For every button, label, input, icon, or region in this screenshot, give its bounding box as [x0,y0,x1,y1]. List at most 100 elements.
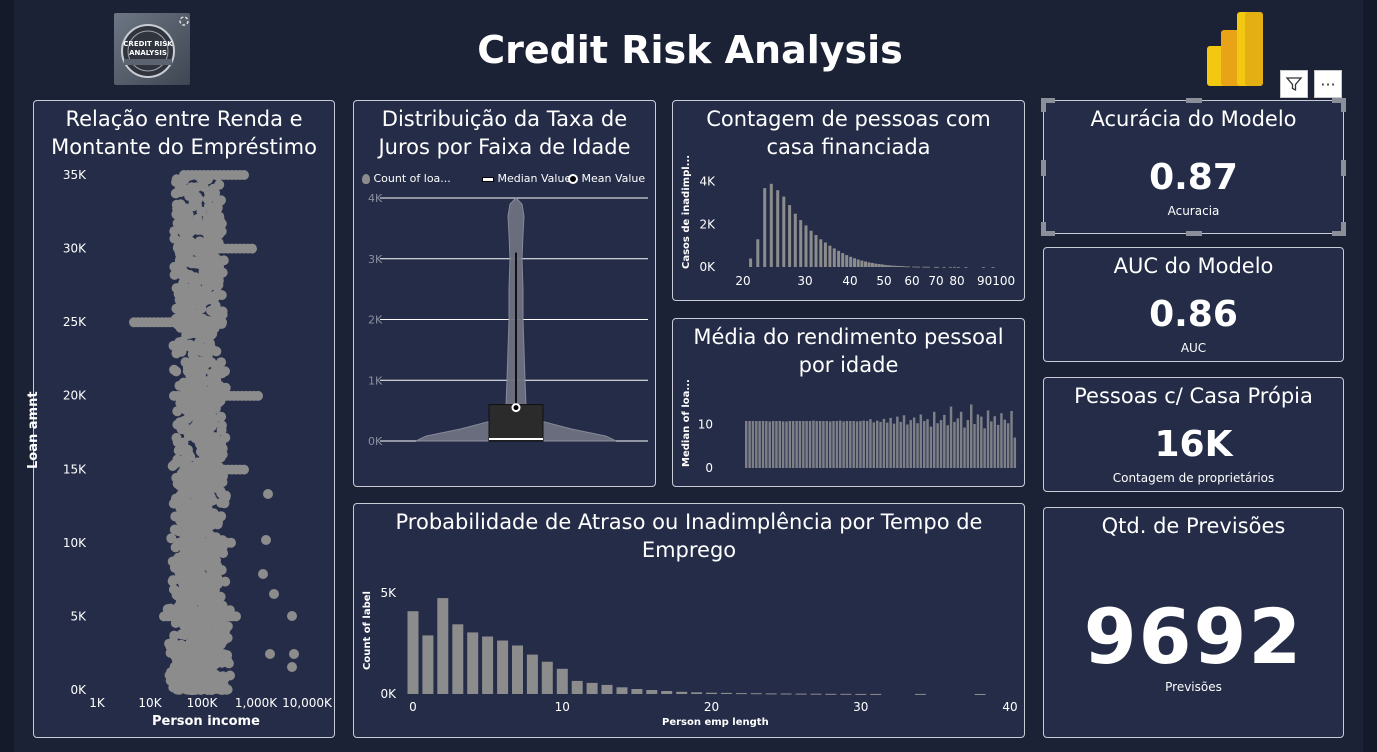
scatter-point [187,622,198,633]
selection-handle[interactable] [1041,160,1046,176]
housing-bar [776,190,780,267]
scatter-point [184,286,195,297]
kpi-card-homeowners[interactable]: Pessoas c/ Casa Própia 16K Contagem de p… [1043,377,1344,492]
scatter-point [220,576,231,587]
scatter-x-tick: 10K [138,696,162,710]
selection-handle[interactable] [1186,231,1202,236]
employment-bar [840,693,852,695]
kpi-label: Contagem de proprietários [1112,471,1275,485]
scatter-point [263,489,273,499]
scatter-point [186,182,197,193]
housing-bar [895,265,899,267]
employment-bar [422,635,434,694]
kpi-card-predictions[interactable]: Qtd. de Previsões 9692 Previsões [1043,507,1344,738]
scatter-point [202,484,213,495]
income-bar [906,424,909,468]
selection-handle[interactable] [1041,98,1055,103]
selection-handle[interactable] [1341,160,1346,176]
income-bar [765,421,768,468]
selection-handle[interactable] [1041,222,1046,236]
employment-panel[interactable]: Probabilidade de Atraso ou Inadimplência… [353,503,1025,738]
housing-x-tick: 70 [928,274,943,288]
scatter-point [226,537,236,548]
employment-bar [482,636,494,694]
employment-title-line2: Emprego [641,538,737,562]
employment-bar [631,689,643,694]
scatter-x-tick: 1K [89,696,106,710]
violin-y-tick: 4K [368,192,383,205]
housing-bar [886,265,890,267]
filter-button[interactable] [1280,70,1308,98]
page-title: Credit Risk Analysis [477,28,903,72]
selection-handle[interactable] [1341,98,1346,112]
scatter-point [171,589,182,600]
income-bar [792,421,795,468]
selection-handle[interactable] [1332,98,1346,103]
scatter-point [202,558,212,569]
more-options-button[interactable]: ··· [1314,70,1342,98]
scatter-point [183,328,194,338]
selection-handle[interactable] [1332,231,1346,236]
income-bar [943,414,946,468]
scatter-point [176,210,187,221]
selection-handle[interactable] [1041,231,1055,236]
kpi-label: Previsões [1165,680,1222,694]
housing-bar [853,258,856,267]
income-bar [959,411,963,468]
scatter-point [181,301,192,311]
scatter-point [192,199,202,210]
income-bar [778,421,782,468]
scatter-x-tick: 10,000K [282,696,333,710]
income-bar [872,422,876,468]
housing-panel[interactable]: Contagem de pessoas com casa financiada … [672,100,1025,301]
housing-bar [901,266,905,267]
income-bar [1000,413,1003,468]
scatter-point [179,510,190,521]
scatter-point [177,291,188,302]
scatter-point [217,600,228,611]
violin-panel[interactable]: Distribuição da Taxa de Juros por Faixa … [353,100,656,487]
income-bar [822,421,825,468]
housing-bar [782,196,786,267]
scatter-point [199,579,210,590]
scatter-point [198,271,209,282]
employment-bar [541,661,553,694]
scatter-point [287,611,297,621]
violin-y-tick: 3K [368,253,383,266]
scatter-point [171,348,182,359]
scatter-point [187,521,198,532]
powerbi-logo-icon [1205,12,1265,88]
scatter-point [172,202,183,213]
income-bar [933,411,936,468]
income-bar [798,421,802,468]
scatter-point [214,229,225,240]
scatter-point [218,255,229,266]
kpi-card-accuracy[interactable]: Acurácia do Modelo 0.87 Acuracia [1041,98,1346,236]
kpi-value: 16K [1154,424,1233,465]
scatter-point [220,657,231,667]
employment-bar [661,691,673,694]
scatter-point [166,533,177,544]
scatter-point [200,645,211,656]
selection-handle[interactable] [1341,222,1346,236]
income-bar [852,421,855,468]
scatter-point [209,293,220,303]
housing-bar [883,264,887,267]
median-legend-icon [482,176,494,182]
employment-bar [407,611,419,694]
scatter-point [269,589,279,599]
income-bar [990,421,993,468]
scatter-point [172,406,183,417]
housing-bar [904,266,908,268]
scatter-panel[interactable]: Relação entre Renda e Montante do Emprés… [26,100,335,738]
income-age-panel[interactable]: Média do rendimento pessoal por idade Me… [672,318,1025,487]
scatter-point [214,179,225,190]
housing-bar [849,256,853,267]
kpi-card-auc[interactable]: AUC do Modelo 0.86 AUC [1043,247,1344,362]
selection-handle[interactable] [1186,98,1202,103]
selection-handle[interactable] [1041,98,1046,112]
income-bar [936,423,939,468]
scatter-point [165,647,176,658]
employment-bar [855,693,867,695]
violin-legend-count: Count of loa... [362,172,451,185]
